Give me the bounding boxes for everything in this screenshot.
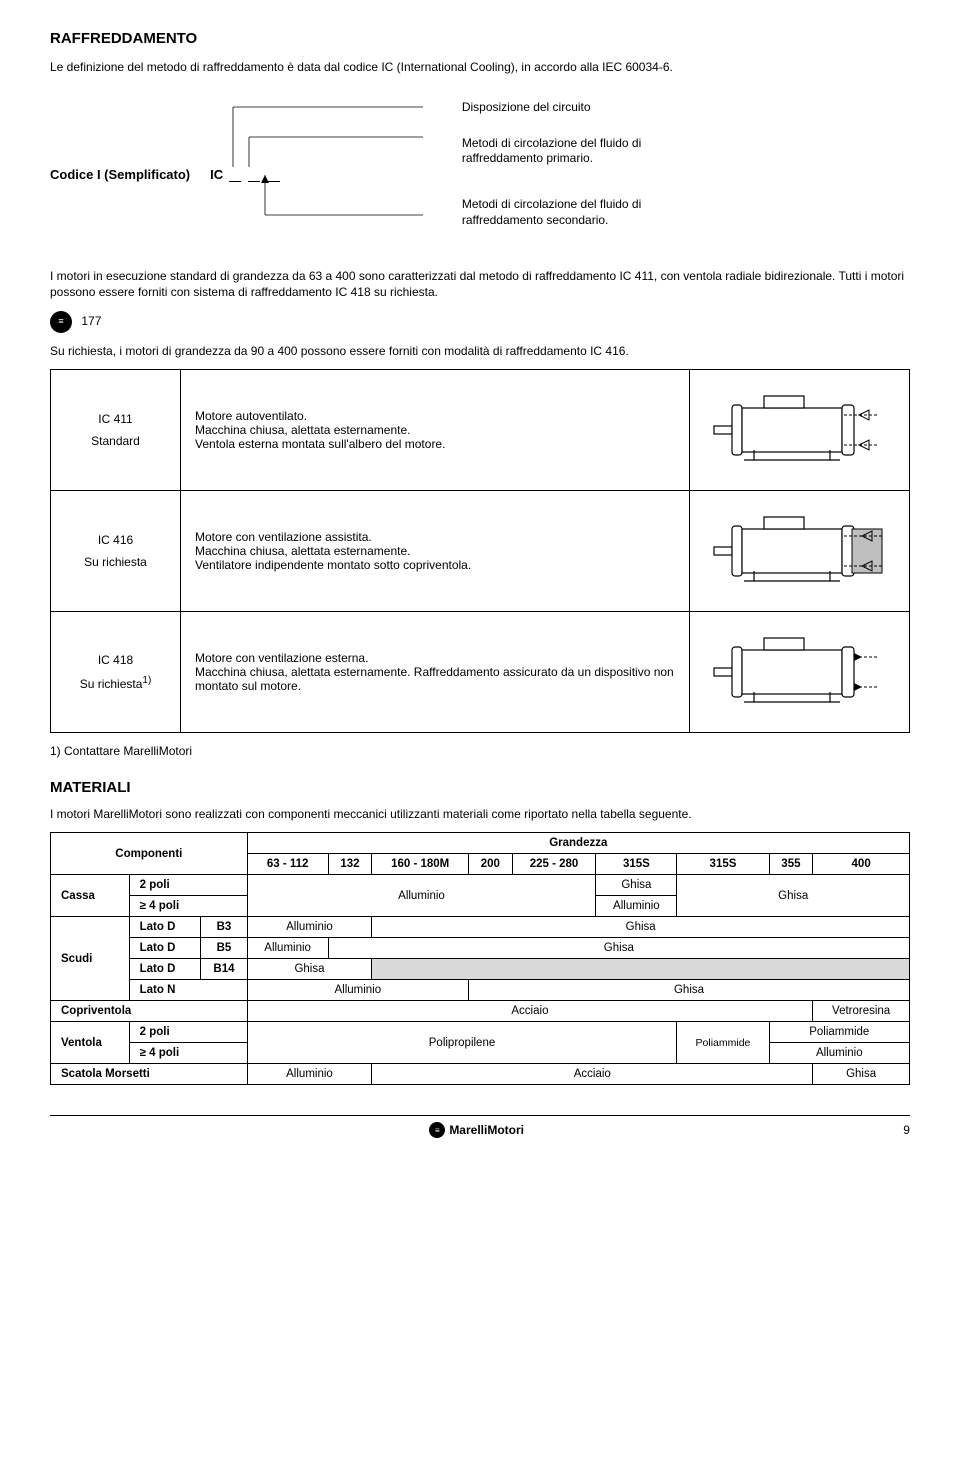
cell-scudi-all3: Alluminio — [247, 980, 468, 1001]
materiali-title: MATERIALI — [50, 779, 910, 796]
ic-desc-cell: Motore con ventilazione esterna.Macchina… — [181, 611, 690, 732]
ic-sub: Standard — [65, 434, 166, 448]
cell-ventola: Ventola — [51, 1022, 130, 1064]
codice-label: Codice I (Semplificato) — [50, 167, 190, 182]
th-size-5: 315S — [596, 854, 677, 875]
dash-2 — [248, 181, 260, 182]
cell-scudi-all2: Alluminio — [247, 938, 328, 959]
th-size-0: 63 - 112 — [247, 854, 328, 875]
cell-latod-b14: Lato D — [129, 959, 201, 980]
cell-polipropilene: Polipropilene — [247, 1022, 677, 1064]
para-standard: I motori in esecuzione standard di grand… — [50, 268, 910, 300]
ic-table: IC 411 Standard Motore autoventilato.Mac… — [50, 369, 910, 733]
materiali-table: Componenti Grandezza 63 - 112132160 - 18… — [50, 832, 910, 1085]
cell-latod-b5: Lato D — [129, 938, 201, 959]
intro-text: Le definizione del metodo di raffreddame… — [50, 59, 910, 75]
cell-scudi-ghisa1: Ghisa — [372, 917, 910, 938]
th-size-8: 400 — [813, 854, 910, 875]
ic-row-0: IC 411 Standard Motore autoventilato.Mac… — [51, 369, 910, 490]
cell-scudi-ghisa2: Ghisa — [328, 938, 909, 959]
cell-scatola-acciaio: Acciaio — [372, 1064, 813, 1085]
cell-poliammide1: Poliammide — [677, 1022, 769, 1064]
callout-lines — [223, 97, 483, 247]
cell-scatola-all: Alluminio — [247, 1064, 372, 1085]
para-request: Su richiesta, i motori di grandezza da 9… — [50, 343, 910, 359]
cell-b5: B5 — [201, 938, 247, 959]
cell-acciaio1: Acciaio — [247, 1001, 813, 1022]
ic-row-1: IC 416 Su richiesta Motore con ventilazi… — [51, 490, 910, 611]
page-footer: ≡ MarelliMotori 9 — [50, 1115, 910, 1138]
materiali-intro: I motori MarelliMotori sono realizzati c… — [50, 806, 910, 822]
ic-sub: Su richiesta1) — [65, 675, 166, 691]
ic-desc-2: Metodi di circolazione del fluido diraff… — [462, 136, 641, 167]
cell-laton: Lato N — [129, 980, 247, 1001]
cell-4poli: ≥ 4 poli — [129, 896, 247, 917]
th-grandezza: Grandezza — [247, 833, 909, 854]
ic-code: IC 418 — [65, 653, 166, 667]
motor-icon — [704, 632, 889, 712]
cell-scudi-all1: Alluminio — [247, 917, 372, 938]
ic-code: IC 416 — [65, 533, 166, 547]
codice-row: Codice I (Semplificato) IC Disposizione … — [50, 100, 910, 248]
cell-scudi-ghisa4: Ghisa — [469, 980, 910, 1001]
cell-cassa-all: Alluminio — [247, 875, 596, 917]
dash-1 — [229, 181, 241, 182]
logo-icon: ≡ — [50, 311, 72, 333]
cell-2poli: 2 poli — [129, 875, 247, 896]
cell-scudi-gray — [372, 959, 910, 980]
cell-scudi-ghisa3: Ghisa — [247, 959, 372, 980]
page-title: RAFFREDDAMENTO — [50, 30, 910, 47]
th-size-6: 315S — [677, 854, 769, 875]
ic-desc-cell: Motore con ventilazione assistita.Macchi… — [181, 490, 690, 611]
footnote: 1) Contattare MarelliMotori — [50, 743, 910, 759]
cell-b3: B3 — [201, 917, 247, 938]
th-componenti: Componenti — [51, 833, 248, 875]
motor-icon — [704, 511, 889, 591]
cell-scudi: Scudi — [51, 917, 130, 1001]
cell-ventola-all: Alluminio — [769, 1043, 909, 1064]
page-number: 9 — [903, 1123, 910, 1137]
ic-sub: Su richiesta — [65, 555, 166, 569]
th-size-2: 160 - 180M — [372, 854, 469, 875]
ic-desc-1: Disposizione del circuito — [462, 100, 641, 116]
ic-desc-cell: Motore autoventilato.Macchina chiusa, al… — [181, 369, 690, 490]
cell-cassa-ghisa2: Ghisa — [677, 875, 910, 917]
cell-vetroresina: Vetroresina — [813, 1001, 910, 1022]
motor-icon — [704, 390, 889, 470]
cell-scatola: Scatola Morsetti — [51, 1064, 248, 1085]
th-size-4: 225 - 280 — [512, 854, 596, 875]
ic-row-2: IC 418 Su richiesta1) Motore con ventila… — [51, 611, 910, 732]
th-size-3: 200 — [469, 854, 513, 875]
cell-v4poli: ≥ 4 poli — [129, 1043, 247, 1064]
ref-177: ≡ 177 — [50, 311, 910, 333]
cell-latod-b3: Lato D — [129, 917, 201, 938]
cell-scatola-ghisa: Ghisa — [813, 1064, 910, 1085]
dash-3 — [268, 181, 280, 182]
cell-cassa-all2: Alluminio — [596, 896, 677, 917]
cell-b14: B14 — [201, 959, 247, 980]
cell-cassa-ghisa1: Ghisa — [596, 875, 677, 896]
cell-v2poli: 2 poli — [129, 1022, 247, 1043]
footer-logo: ≡ MarelliMotori — [429, 1122, 524, 1138]
ic-desc-3: Metodi di circolazione del fluido diraff… — [462, 197, 641, 228]
th-size-1: 132 — [328, 854, 372, 875]
ic-code: IC 411 — [65, 412, 166, 426]
cell-poliammide2: Poliammide — [769, 1022, 909, 1043]
cell-cassa: Cassa — [51, 875, 130, 917]
cell-copriventola: Copriventola — [51, 1001, 248, 1022]
th-size-7: 355 — [769, 854, 813, 875]
footer-logo-icon: ≡ — [429, 1122, 445, 1138]
ic-prefix: IC — [210, 167, 223, 182]
